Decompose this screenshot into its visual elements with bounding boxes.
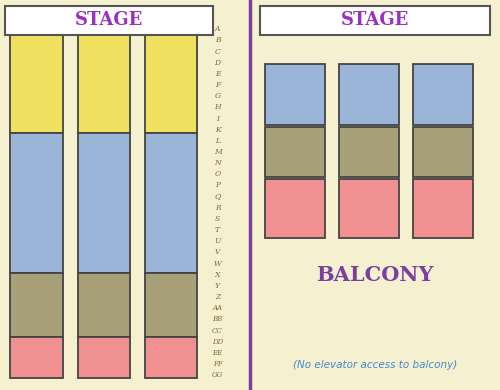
Text: N: N (214, 159, 221, 167)
Text: D: D (214, 59, 220, 67)
Text: M: M (214, 148, 222, 156)
Text: K: K (214, 126, 220, 134)
FancyBboxPatch shape (339, 64, 399, 125)
Text: R: R (214, 204, 220, 212)
FancyBboxPatch shape (145, 133, 198, 273)
Text: GG: GG (212, 371, 223, 379)
Text: C: C (214, 48, 220, 55)
FancyBboxPatch shape (5, 6, 212, 35)
Text: X: X (215, 271, 220, 279)
FancyBboxPatch shape (10, 273, 62, 337)
Text: G: G (214, 92, 220, 100)
FancyBboxPatch shape (145, 337, 198, 378)
Text: CC: CC (212, 326, 223, 335)
Text: S: S (215, 215, 220, 223)
FancyBboxPatch shape (265, 64, 325, 125)
Text: AA: AA (212, 304, 222, 312)
FancyBboxPatch shape (78, 133, 130, 273)
FancyBboxPatch shape (78, 337, 130, 378)
Text: W: W (214, 260, 222, 268)
Text: U: U (214, 237, 220, 245)
Text: FF: FF (212, 360, 222, 368)
Text: V: V (215, 248, 220, 257)
Text: BALCONY: BALCONY (316, 265, 434, 285)
Text: A: A (215, 25, 220, 33)
Text: Y: Y (215, 282, 220, 290)
Text: B: B (214, 36, 220, 44)
FancyBboxPatch shape (78, 27, 130, 133)
Text: BB: BB (212, 316, 222, 323)
FancyBboxPatch shape (265, 127, 325, 177)
Text: F: F (215, 81, 220, 89)
FancyBboxPatch shape (78, 273, 130, 337)
FancyBboxPatch shape (413, 64, 473, 125)
FancyBboxPatch shape (145, 273, 198, 337)
FancyBboxPatch shape (260, 6, 490, 35)
FancyBboxPatch shape (265, 179, 325, 238)
Text: L: L (215, 137, 220, 145)
Text: O: O (214, 170, 220, 178)
FancyBboxPatch shape (10, 27, 62, 133)
Text: H: H (214, 103, 221, 112)
Text: DD: DD (212, 338, 223, 346)
FancyBboxPatch shape (10, 337, 62, 378)
FancyBboxPatch shape (339, 127, 399, 177)
Text: (No elevator access to balcony): (No elevator access to balcony) (293, 360, 457, 370)
FancyBboxPatch shape (145, 27, 198, 133)
Text: I: I (216, 115, 219, 122)
Text: STAGE: STAGE (341, 11, 409, 30)
Text: T: T (215, 226, 220, 234)
Text: Z: Z (215, 293, 220, 301)
Text: EE: EE (212, 349, 222, 357)
Text: E: E (214, 70, 220, 78)
FancyBboxPatch shape (413, 127, 473, 177)
Text: Q: Q (214, 193, 220, 200)
FancyBboxPatch shape (339, 179, 399, 238)
Text: P: P (215, 181, 220, 190)
FancyBboxPatch shape (413, 179, 473, 238)
FancyBboxPatch shape (10, 133, 62, 273)
Text: STAGE: STAGE (74, 11, 143, 30)
